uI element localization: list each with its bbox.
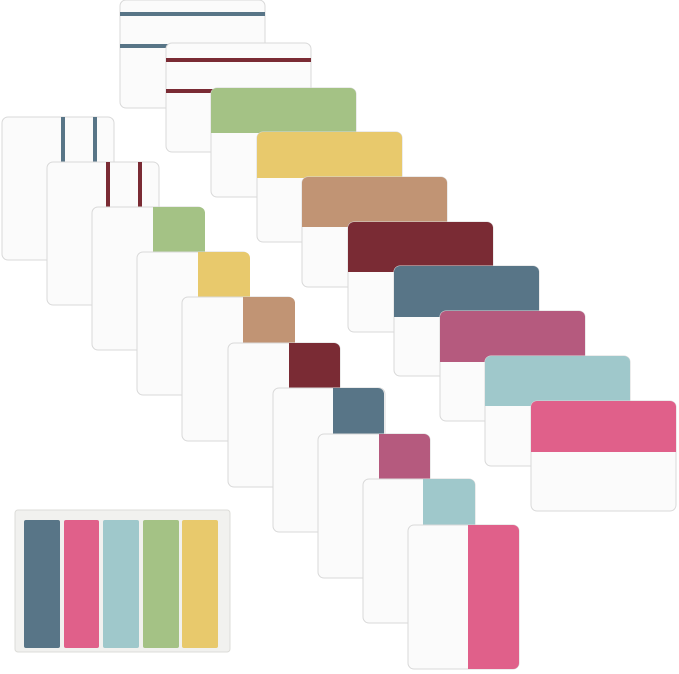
strip	[143, 520, 179, 648]
tab-color	[211, 88, 356, 133]
tab-color	[379, 434, 430, 480]
tab-color	[243, 297, 295, 343]
tab-color	[394, 266, 539, 317]
tab-color	[531, 401, 676, 452]
tab-color	[153, 207, 205, 252]
strip	[182, 520, 218, 648]
tab-color	[289, 343, 340, 389]
strip-pack	[14, 509, 231, 653]
tab-color	[423, 479, 475, 525]
tab-color	[468, 525, 519, 669]
portrait-tabs	[1, 116, 520, 670]
tab-color	[348, 222, 493, 272]
strip	[103, 520, 139, 648]
tab-color	[257, 132, 402, 178]
tab-color	[302, 177, 447, 227]
stripe	[166, 58, 311, 62]
tab-color	[440, 311, 585, 362]
tab-color	[333, 388, 384, 434]
stripe	[120, 12, 265, 16]
strip	[24, 520, 60, 648]
strip	[64, 520, 99, 648]
tab-color	[198, 252, 250, 298]
tab-color	[485, 356, 630, 406]
landscape-tabs	[119, 0, 677, 512]
